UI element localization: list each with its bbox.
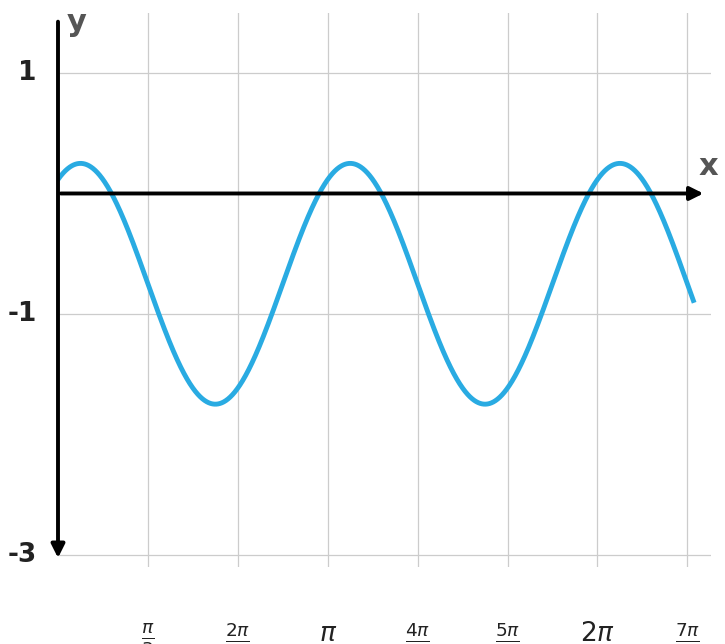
Text: $\frac{5\pi}{3}$: $\frac{5\pi}{3}$: [495, 621, 520, 644]
Text: $\frac{4\pi}{3}$: $\frac{4\pi}{3}$: [405, 621, 430, 644]
Text: 1: 1: [18, 60, 36, 86]
Text: y: y: [67, 8, 87, 37]
Text: $\frac{2\pi}{3}$: $\frac{2\pi}{3}$: [225, 621, 250, 644]
Text: -1: -1: [7, 301, 36, 327]
Text: $2\pi$: $2\pi$: [580, 621, 615, 644]
Text: $\frac{7\pi}{3}$: $\frac{7\pi}{3}$: [675, 621, 700, 644]
Text: x: x: [699, 153, 718, 182]
Text: $\pi$: $\pi$: [318, 621, 337, 644]
Text: -3: -3: [7, 542, 36, 567]
Text: $\frac{\pi}{3}$: $\frac{\pi}{3}$: [141, 621, 154, 644]
